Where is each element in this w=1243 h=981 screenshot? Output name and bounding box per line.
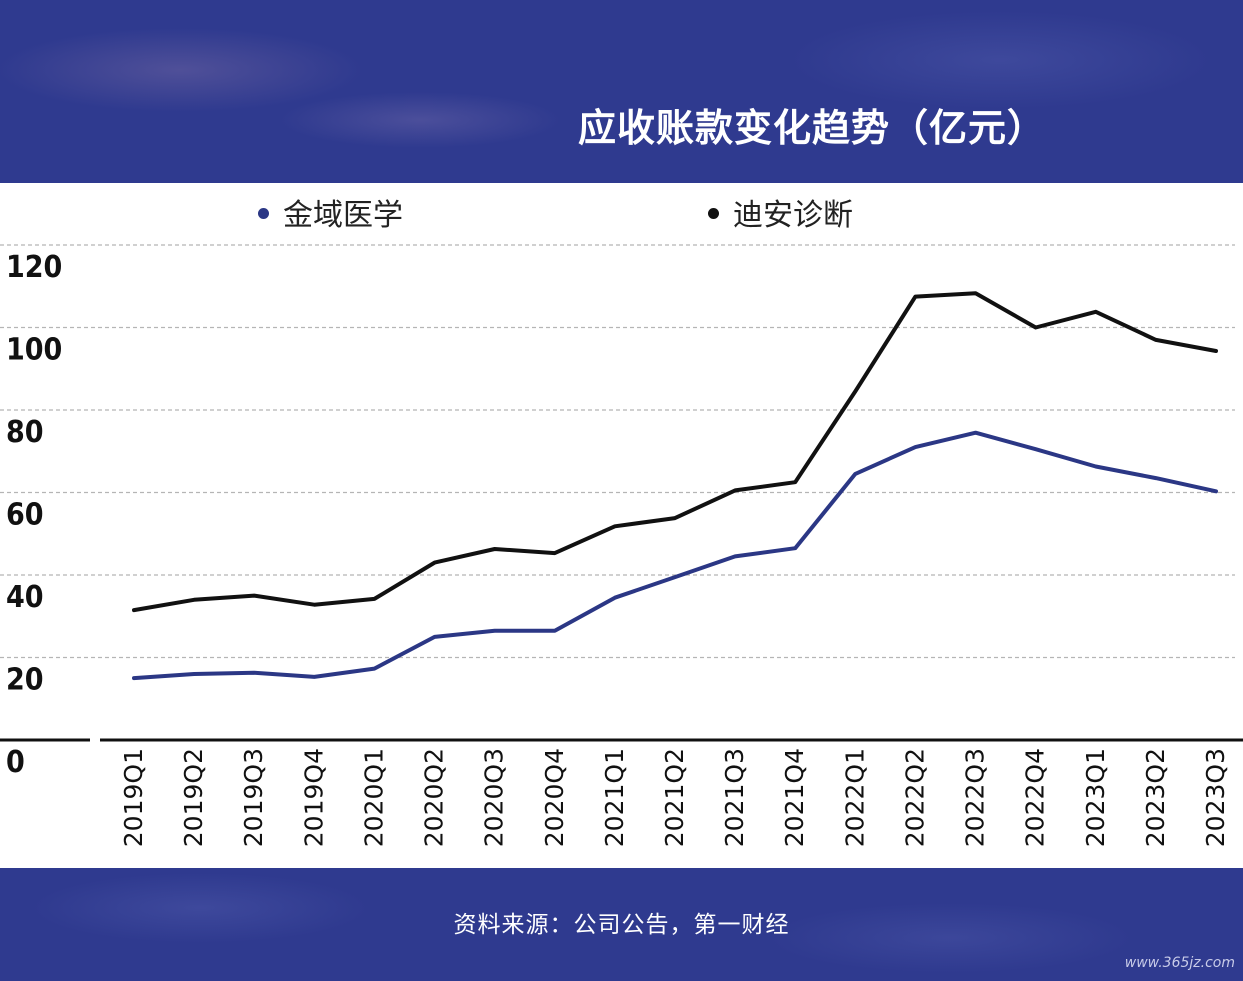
- data-point: [434, 636, 436, 638]
- data-point: [674, 517, 676, 519]
- data-point: [373, 598, 375, 600]
- data-point: [494, 548, 496, 550]
- data-point: [614, 525, 616, 527]
- y-tick-label: 80: [6, 415, 44, 450]
- data-point: [914, 296, 916, 298]
- data-point: [1035, 327, 1037, 328]
- x-tick-label: 2022Q1: [840, 748, 869, 847]
- y-tick-label: 100: [6, 333, 62, 368]
- y-tick-label: 0: [6, 745, 25, 780]
- header-banner: [0, 0, 1243, 183]
- data-point: [133, 609, 135, 611]
- x-tick-label: 2023Q3: [1201, 748, 1230, 847]
- data-point: [794, 481, 796, 483]
- x-tick-label: 2019Q2: [179, 748, 208, 847]
- series-line-1: [132, 291, 1218, 613]
- data-point: [734, 489, 736, 491]
- data-point: [794, 547, 796, 549]
- data-point: [1215, 350, 1217, 352]
- legend-marker-jinyu: [258, 208, 269, 219]
- data-point: [1095, 466, 1097, 468]
- data-point: [313, 604, 315, 606]
- data-point: [554, 552, 556, 554]
- chart-title: 应收账款变化趋势（亿元）: [578, 106, 1047, 150]
- data-point: [854, 390, 856, 392]
- x-tick-label: 2021Q1: [600, 748, 629, 847]
- y-tick-label: 40: [6, 580, 44, 615]
- footer-banner: [0, 868, 1243, 981]
- legend-marker-dian: [708, 208, 719, 219]
- legend-item-jinyu: 金域医学: [258, 196, 403, 236]
- data-point: [1215, 490, 1217, 492]
- legend-label-jinyu: 金域医学: [283, 198, 403, 233]
- data-point: [193, 599, 195, 601]
- x-tick-label: 2021Q2: [660, 748, 689, 847]
- y-tick-label: 20: [6, 663, 44, 698]
- data-point: [1155, 339, 1157, 341]
- data-point: [494, 630, 496, 632]
- data-point: [734, 555, 736, 557]
- data-point: [975, 432, 977, 434]
- data-point: [1035, 448, 1037, 450]
- x-tick-label: 2019Q1: [119, 748, 148, 847]
- x-tick-label: 2022Q2: [900, 748, 929, 847]
- x-tick-label: 2022Q3: [961, 748, 990, 847]
- x-tick-label: 2019Q3: [239, 748, 268, 847]
- legend-item-dian: 迪安诊断: [708, 196, 853, 236]
- data-point: [674, 576, 676, 578]
- x-tick-label: 2020Q2: [420, 748, 449, 847]
- data-point: [253, 595, 255, 597]
- source-note: 资料来源：公司公告，第一财经: [453, 912, 790, 938]
- data-point: [614, 597, 616, 599]
- x-tick-label: 2019Q4: [299, 748, 328, 847]
- x-tick-label: 2020Q1: [359, 748, 388, 847]
- x-tick-label: 2020Q3: [480, 748, 509, 847]
- x-tick-label: 2021Q3: [720, 748, 749, 847]
- data-point: [1095, 311, 1097, 313]
- data-point: [133, 677, 135, 679]
- series-lines: [132, 291, 1218, 681]
- data-point: [373, 668, 375, 670]
- x-axis-ticks: 2019Q1 2019Q2 2019Q3 2019Q4 2020Q1 2020Q2 2020…: [119, 748, 1230, 847]
- x-tick-label: 2023Q2: [1141, 748, 1170, 847]
- data-point: [434, 562, 436, 564]
- x-tick-label: 2021Q4: [780, 748, 809, 847]
- data-point: [313, 676, 315, 678]
- data-point: [253, 672, 255, 674]
- legend-label-dian: 迪安诊断: [733, 198, 853, 233]
- data-point: [854, 473, 856, 475]
- y-tick-label: 60: [6, 498, 44, 533]
- data-point: [1155, 477, 1157, 479]
- data-point: [193, 673, 195, 675]
- x-tick-label: 2022Q4: [1021, 748, 1050, 847]
- data-point: [554, 630, 556, 632]
- x-tick-label: 2023Q1: [1081, 748, 1110, 847]
- data-point: [914, 446, 916, 448]
- y-axis-ticks: 0 20 40 60 80 100 120: [6, 250, 62, 780]
- gridlines: [0, 244, 1235, 659]
- x-tick-label: 2020Q4: [540, 748, 569, 847]
- watermark: www.365jz.com: [1124, 955, 1235, 971]
- data-point: [975, 292, 977, 294]
- series-line-0: [132, 430, 1218, 681]
- y-tick-label: 120: [6, 250, 62, 285]
